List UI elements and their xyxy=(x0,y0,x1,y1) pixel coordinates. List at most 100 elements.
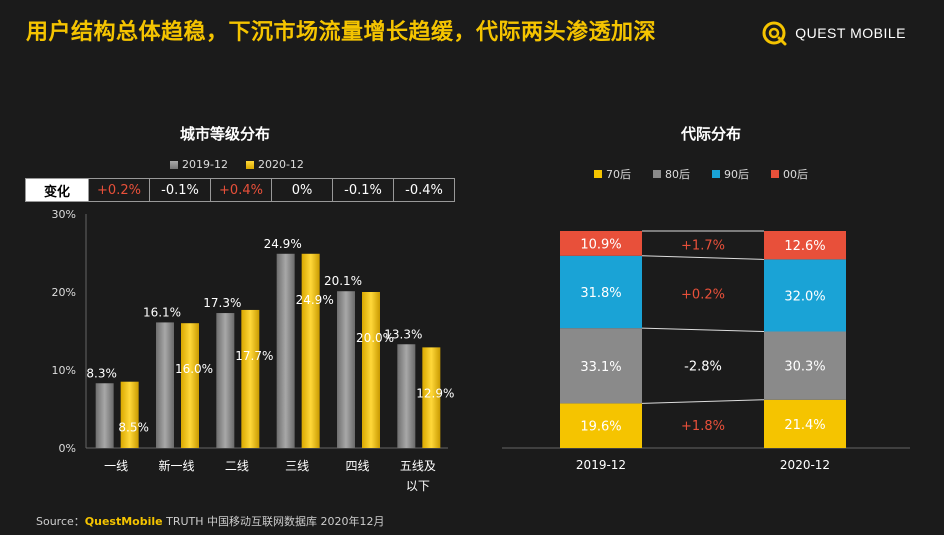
x-tick-label: 三线 xyxy=(285,459,309,473)
data-label: 21.4% xyxy=(784,418,825,433)
x-tick-label: 2019-12 xyxy=(576,458,626,472)
change-cell-2: -0.1% xyxy=(149,178,211,202)
data-label: 8.5% xyxy=(118,421,149,435)
stack-segment-80后 xyxy=(560,328,642,404)
change-cell-6: -0.4% xyxy=(393,178,455,202)
change-label: -2.8% xyxy=(684,360,722,375)
bar-2019 xyxy=(337,291,355,448)
stack-segment-00后 xyxy=(764,231,846,260)
change-label: +0.2% xyxy=(681,288,725,303)
bar-2020 xyxy=(120,381,139,448)
legend-item-90: 90后 xyxy=(712,166,749,182)
source-brand: QuestMobile xyxy=(84,515,163,528)
questmobile-logo-icon xyxy=(762,21,787,46)
legend-swatch-gray xyxy=(653,170,661,178)
data-label: 24.9% xyxy=(264,237,302,251)
data-label: 30.3% xyxy=(784,360,825,375)
bar-2019 xyxy=(95,383,114,448)
legend-swatch-blue xyxy=(712,170,720,178)
right-legend: 70后 80后 90后 00后 xyxy=(594,166,808,182)
stack-segment-90后 xyxy=(764,259,846,332)
legend-item-80: 80后 xyxy=(653,166,690,182)
left-chart-title: 城市等级分布 xyxy=(180,125,271,143)
connector-line xyxy=(641,399,765,404)
data-label: 19.6% xyxy=(580,420,621,435)
data-label: 17.7% xyxy=(235,349,273,363)
change-label: 变化 xyxy=(25,178,89,202)
data-label: 16.1% xyxy=(143,305,181,319)
data-label: 33.1% xyxy=(580,360,621,375)
change-label: +1.8% xyxy=(681,419,725,434)
legend-label: 70后 xyxy=(606,168,631,181)
x-tick-label: 2020-12 xyxy=(780,458,830,472)
x-tick-label: 二线 xyxy=(225,459,249,473)
right-chart-title: 代际分布 xyxy=(681,125,742,143)
legend-label: 00后 xyxy=(783,168,808,181)
change-table: 变化 +0.2% -0.1% +0.4% 0% -0.1% -0.4% xyxy=(25,178,455,202)
change-cell-5: -0.1% xyxy=(332,178,394,202)
bar-2020 xyxy=(181,323,199,448)
legend-swatch-gray xyxy=(170,160,178,169)
data-label: 12.9% xyxy=(416,386,454,400)
data-label: 31.8% xyxy=(580,286,621,301)
x-tick-label: 一线 xyxy=(104,459,128,473)
change-label: +1.7% xyxy=(681,238,725,253)
change-cell-4: 0% xyxy=(271,178,333,202)
connector-line xyxy=(641,327,765,333)
data-label: 20.0% xyxy=(356,331,394,345)
y-tick-label: 30% xyxy=(52,208,76,221)
y-tick-label: 20% xyxy=(52,286,76,299)
stack-segment-70后 xyxy=(560,403,642,448)
data-label: 16.0% xyxy=(175,362,213,376)
stack-segment-90后 xyxy=(560,255,642,329)
data-label: 24.9% xyxy=(296,293,334,307)
stack-segment-70后 xyxy=(764,399,846,448)
legend-label: 2020-12 xyxy=(257,158,304,171)
x-tick-label: 五线及 xyxy=(400,459,436,473)
y-tick-label: 10% xyxy=(52,364,76,377)
x-tick-label: 以下 xyxy=(406,479,430,493)
legend-item-00: 00后 xyxy=(771,166,808,182)
legend-swatch-red xyxy=(771,170,779,178)
change-cell-3: +0.4% xyxy=(210,178,272,202)
bar-2019 xyxy=(397,344,416,448)
stack-segment-80后 xyxy=(764,331,846,400)
data-label: 8.3% xyxy=(86,366,117,380)
logo-text: QUEST MOBILE xyxy=(795,25,906,41)
x-tick-label: 新一线 xyxy=(158,458,194,473)
legend-label: 80后 xyxy=(665,168,690,181)
data-label: 13.3% xyxy=(384,327,422,341)
data-label: 12.6% xyxy=(784,239,825,254)
source-prefix: Source： xyxy=(36,515,85,528)
legend-swatch-yellow xyxy=(594,170,602,178)
bar-2019 xyxy=(216,313,235,448)
bar-2020 xyxy=(422,347,441,448)
y-tick-label: 0% xyxy=(59,442,76,455)
legend-label: 2019-12 xyxy=(182,158,228,171)
source-note: Source：QuestMobile TRUTH 中国移动互联网数据库 2020… xyxy=(36,513,385,529)
source-rest: TRUTH 中国移动互联网数据库 2020年12月 xyxy=(162,515,385,528)
bar-2019 xyxy=(156,322,174,448)
logo: QUEST MOBILE xyxy=(761,20,906,46)
change-cell-1: +0.2% xyxy=(88,178,150,202)
bar-2019 xyxy=(276,253,295,448)
legend-item-2020: 2020-12 xyxy=(245,158,304,171)
legend-swatch-yellow xyxy=(245,160,254,169)
data-label: 17.3% xyxy=(203,296,241,310)
bar-2020 xyxy=(241,309,260,448)
legend-item-2019: 2019-12 xyxy=(170,158,228,171)
legend-item-70: 70后 xyxy=(594,166,631,182)
page-title: 用户结构总体趋稳，下沉市场流量增长趋缓，代际两头渗透加深 xyxy=(26,20,657,45)
change-row: 变化 +0.2% -0.1% +0.4% 0% -0.1% -0.4% xyxy=(25,178,455,202)
data-label: 20.1% xyxy=(324,274,362,288)
data-label: 10.9% xyxy=(580,237,621,252)
x-tick-label: 四线 xyxy=(345,459,369,473)
data-label: 32.0% xyxy=(784,289,825,304)
bar-2020 xyxy=(301,253,320,448)
bar-2020 xyxy=(362,292,380,448)
legend-label: 90后 xyxy=(724,168,749,181)
connector-line xyxy=(641,255,765,260)
left-legend: 2019-12 2020-12 xyxy=(170,158,304,171)
